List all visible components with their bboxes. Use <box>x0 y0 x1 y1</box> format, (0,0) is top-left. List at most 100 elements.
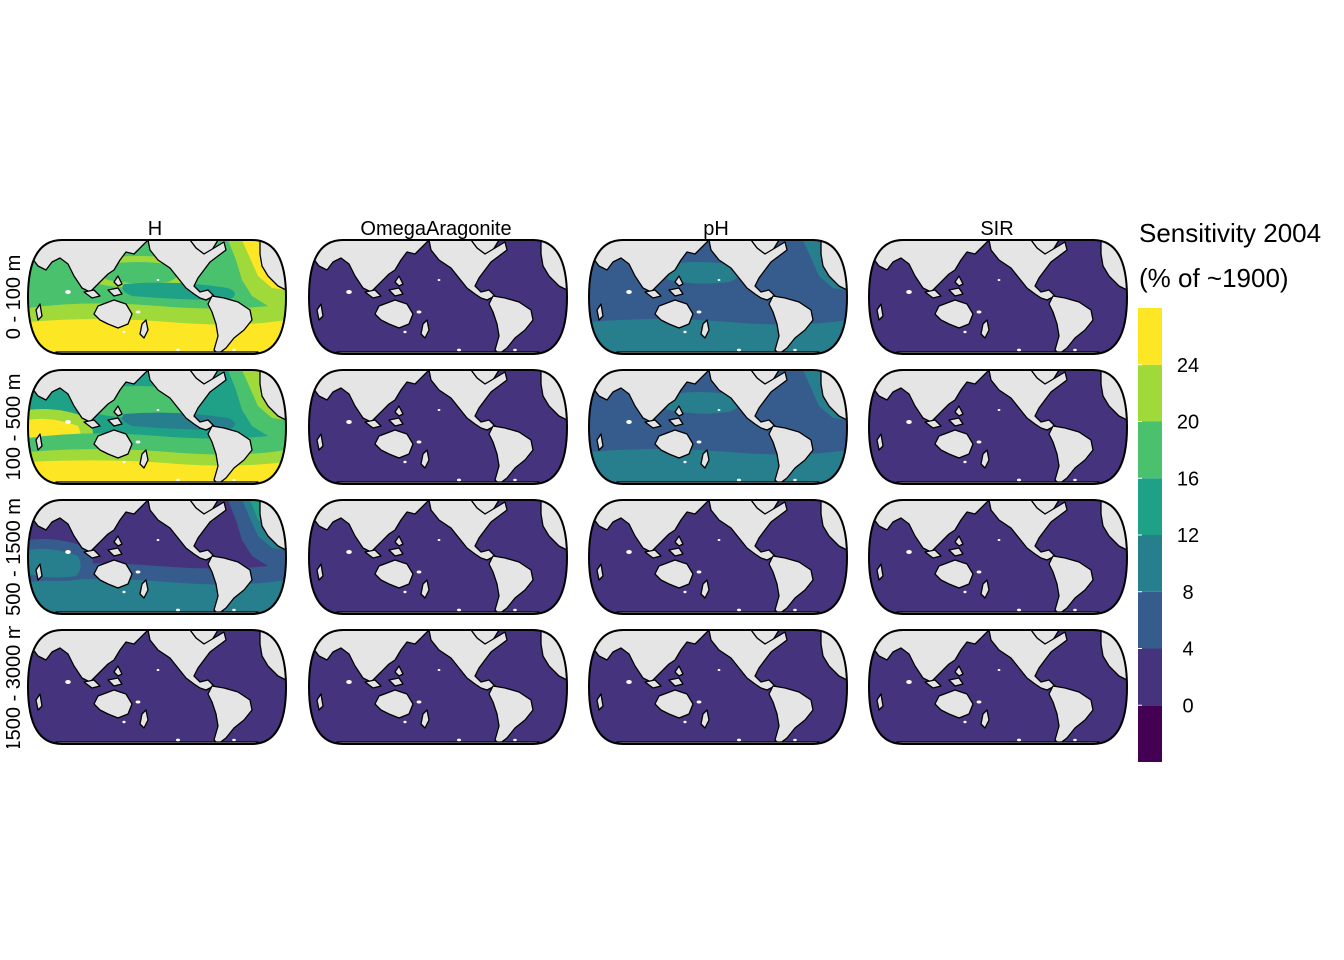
land-islandC <box>954 535 964 547</box>
map-outline <box>307 239 569 355</box>
no-data-patch <box>1073 608 1077 612</box>
no-data-patch <box>696 440 702 444</box>
land-newZealand <box>700 319 710 339</box>
land-australia <box>654 689 694 719</box>
land-northAmerica <box>147 370 227 431</box>
land-northAmerica <box>708 500 788 561</box>
map-panel-h-100-500-m <box>26 369 288 485</box>
no-data-patch <box>457 608 461 612</box>
land-northAmerica <box>428 500 508 561</box>
no-data-patch <box>416 700 422 704</box>
legend-bin-3 <box>1138 535 1162 592</box>
map-panel-sir-1500-3000-m <box>867 629 1129 745</box>
no-data-patch <box>437 279 441 281</box>
no-data-patch <box>232 738 236 742</box>
land-islandC <box>674 665 684 677</box>
no-data-patch <box>737 348 741 352</box>
land-madagascar <box>35 693 43 711</box>
map-outline <box>867 369 1129 485</box>
land-islandB <box>948 287 964 297</box>
no-data-patch <box>1017 348 1021 352</box>
land-australia <box>374 689 414 719</box>
no-data-patch <box>997 669 1001 671</box>
no-data-patch <box>1017 478 1021 482</box>
no-data-patch <box>737 738 741 742</box>
land-islandB <box>388 417 404 427</box>
map-panel-sir-0-100-m <box>867 239 1129 355</box>
land-northAmerica <box>988 630 1068 691</box>
no-data-patch <box>457 478 461 482</box>
no-data-patch <box>717 409 721 411</box>
land-eurasia <box>28 370 149 423</box>
land-islandA <box>83 419 101 429</box>
land-madagascar <box>876 433 884 451</box>
no-data-patch <box>906 680 912 684</box>
land-northAmerica <box>428 630 508 691</box>
land-northAmerica <box>428 370 508 431</box>
land-madagascar <box>35 433 43 451</box>
no-data-patch <box>717 669 721 671</box>
no-data-patch <box>176 738 180 742</box>
no-data-patch <box>416 310 422 314</box>
land-eurasia <box>869 500 990 553</box>
land-australia <box>93 299 133 329</box>
land-islandB <box>107 677 123 687</box>
no-data-patch <box>963 460 967 464</box>
land-islandC <box>394 275 404 287</box>
legend-bin-4 <box>1138 478 1162 535</box>
legend-tick-label-12: 12 <box>1177 525 1199 547</box>
legend-title-line1: Sensitivity 2004 <box>1139 218 1321 248</box>
no-data-patch <box>403 590 407 594</box>
no-data-patch <box>346 550 352 554</box>
land-islandC <box>674 535 684 547</box>
no-data-patch <box>793 348 797 352</box>
map-outline <box>307 629 569 745</box>
land-northAmerica <box>988 240 1068 301</box>
land-newZealand <box>139 579 149 599</box>
land-islandC <box>394 535 404 547</box>
no-data-patch <box>156 409 160 411</box>
land-madagascar <box>876 693 884 711</box>
land-australia <box>93 559 133 589</box>
no-data-patch <box>437 669 441 671</box>
legend-bin-6 <box>1138 364 1162 422</box>
land-eurasia <box>589 240 710 293</box>
map-outline <box>26 239 288 355</box>
no-data-patch <box>122 330 126 334</box>
no-data-patch <box>793 608 797 612</box>
legend-bin-2 <box>1138 591 1162 649</box>
no-data-patch <box>717 279 721 281</box>
map-outline <box>867 239 1129 355</box>
no-data-patch <box>906 420 912 424</box>
no-data-patch <box>135 440 141 444</box>
no-data-patch <box>976 310 982 314</box>
land-eurasia <box>869 240 990 293</box>
no-data-patch <box>346 420 352 424</box>
legend-tick-labels: 0 4 8 12 16 20 24 <box>1138 355 1199 717</box>
map-panels <box>26 239 1129 745</box>
land-eurasia <box>589 500 710 553</box>
row-label-1500-3000: 1500 - 3000 m <box>3 623 25 752</box>
land-eurasia <box>28 240 149 293</box>
land-islandA <box>924 419 942 429</box>
land-eurasia <box>28 500 149 553</box>
no-data-patch <box>437 409 441 411</box>
map-panel-omegaaragonite-100-500-m <box>307 369 569 485</box>
no-data-patch <box>963 590 967 594</box>
land-islandA <box>83 289 101 299</box>
land-madagascar <box>596 433 604 451</box>
column-headers: H OmegaAragonite pH SIR <box>148 218 1014 240</box>
land-eurasia <box>309 370 430 423</box>
map-outline <box>26 499 288 615</box>
land-islandB <box>668 547 684 557</box>
no-data-patch <box>437 539 441 541</box>
no-data-patch <box>906 550 912 554</box>
no-data-patch <box>683 460 687 464</box>
land-islandC <box>394 665 404 677</box>
row-headers: 0 - 100 m 100 - 500 m 500 - 1500 m 1500 … <box>3 255 25 752</box>
land-australia <box>654 429 694 459</box>
land-southAmerica <box>1048 555 1094 614</box>
no-data-patch <box>403 460 407 464</box>
land-southAmerica <box>207 685 253 744</box>
no-data-patch <box>976 700 982 704</box>
